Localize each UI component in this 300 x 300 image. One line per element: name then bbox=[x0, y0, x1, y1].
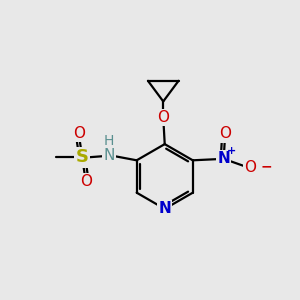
Text: O: O bbox=[80, 174, 92, 189]
Text: H: H bbox=[103, 134, 114, 148]
Text: −: − bbox=[261, 159, 272, 173]
Text: +: + bbox=[227, 146, 237, 156]
Text: N: N bbox=[217, 151, 230, 166]
Text: S: S bbox=[76, 148, 89, 166]
Text: O: O bbox=[157, 110, 169, 125]
Text: O: O bbox=[219, 126, 231, 141]
Text: O: O bbox=[73, 126, 85, 141]
Text: O: O bbox=[244, 160, 256, 175]
Text: N: N bbox=[158, 201, 171, 216]
Text: N: N bbox=[103, 148, 114, 164]
